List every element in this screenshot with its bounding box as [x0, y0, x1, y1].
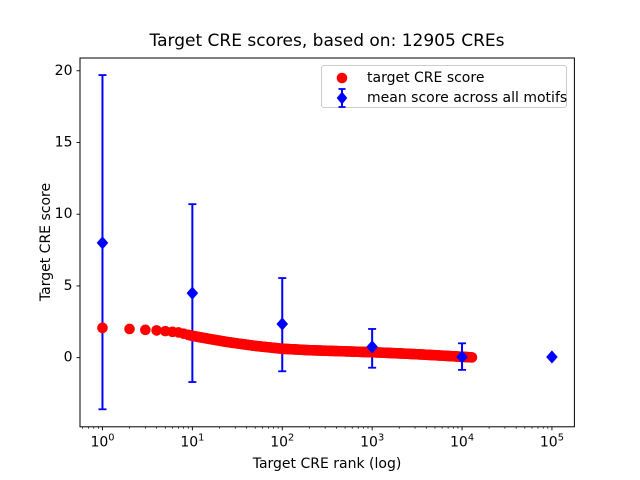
y-tick-label: 10	[55, 206, 73, 222]
mean-score-diamond	[366, 340, 378, 354]
y-tick-label: 0	[64, 350, 73, 366]
mean-score-diamond	[276, 317, 289, 331]
x-axis-ticks: 100 101 102 103 104 105	[90, 426, 564, 450]
mean-score-diamond	[546, 350, 558, 364]
target-score-points	[97, 322, 478, 363]
chart-title: Target CRE scores, based on: 12905 CREs	[149, 31, 505, 51]
x-tick-label: 105	[540, 432, 564, 450]
mean-score-diamond	[186, 286, 199, 300]
x-tick-label: 100	[90, 432, 114, 450]
legend-item-target-score: target CRE score	[330, 68, 558, 88]
legend-label: target CRE score	[367, 70, 485, 86]
y-tick-label: 5	[64, 278, 73, 294]
y-tick-label: 15	[55, 134, 73, 150]
mean-score-diamonds	[96, 236, 558, 364]
mean-score-diamond	[456, 350, 468, 364]
axes-frame	[79, 57, 575, 428]
y-axis-label: Target CRE score	[38, 182, 54, 302]
legend-label: mean score across all motifs	[367, 90, 568, 106]
blue-diamond-glyph	[336, 91, 348, 105]
blue-diamond-errorbar-marker-icon	[330, 88, 354, 108]
x-tick-label: 103	[360, 432, 384, 450]
x-tick-label: 101	[180, 432, 204, 450]
mean-score-diamond	[96, 236, 109, 250]
x-axis-label: Target CRE rank (log)	[252, 456, 402, 472]
legend: target CRE score mean score across all m…	[321, 65, 567, 108]
legend-item-mean-score: mean score across all motifs	[330, 88, 567, 108]
x-tick-label: 102	[270, 432, 294, 450]
x-tick-label: 104	[450, 432, 474, 450]
y-tick-label: 20	[55, 63, 73, 79]
red-dot-glyph	[336, 72, 348, 84]
x-axis-minor-ticks	[82, 426, 549, 429]
red-dot-marker-icon	[330, 68, 354, 88]
y-axis-ticks: 0 5 10 15 20	[55, 63, 80, 366]
